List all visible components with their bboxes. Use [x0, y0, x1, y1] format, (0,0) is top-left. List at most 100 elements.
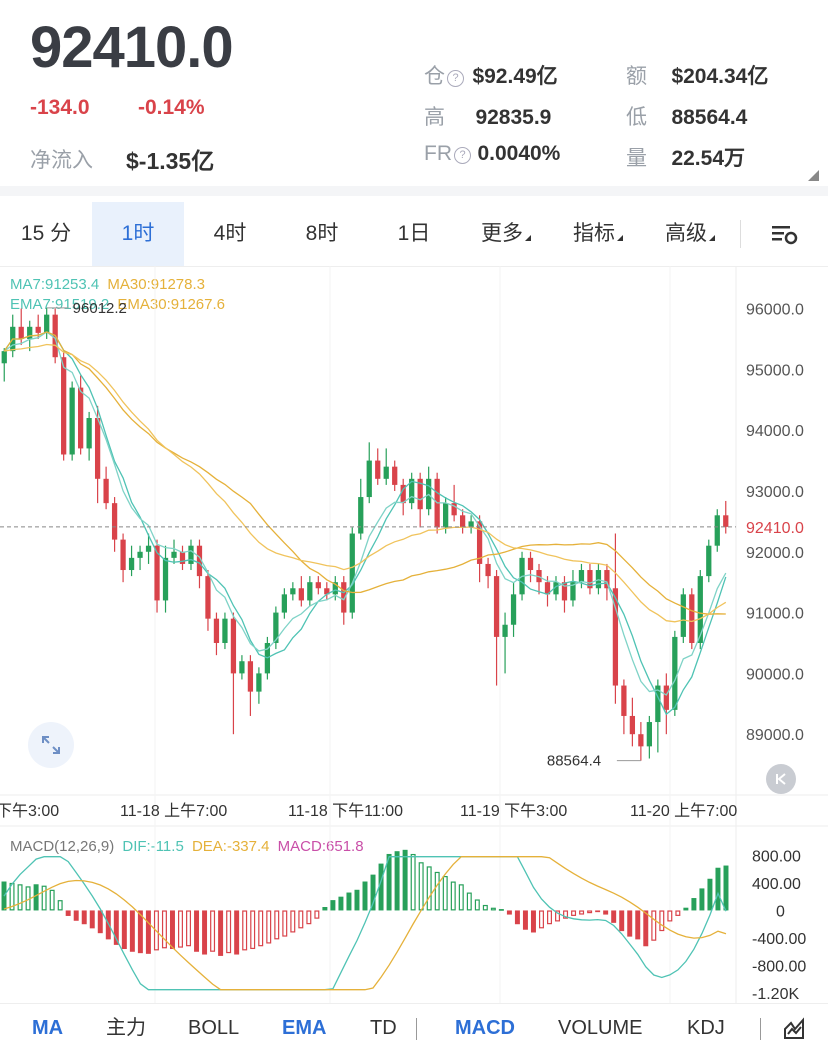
macd-bar	[65, 910, 71, 916]
indicator-td[interactable]: TD	[370, 1017, 397, 1039]
indicator-main-force[interactable]: 主力	[106, 1017, 146, 1039]
ema7-line	[3, 331, 727, 696]
volume-value: 22.54万	[671, 147, 746, 170]
ma7-legend: MA7:91253.4	[10, 276, 100, 293]
macd-bar	[426, 866, 432, 911]
indicator-macd[interactable]: MACD	[455, 1017, 515, 1039]
expand-stats-icon[interactable]	[806, 168, 820, 187]
ma30-line	[3, 331, 726, 615]
time-tick-label: 11-19 下午3:00	[460, 802, 567, 820]
macd-bar	[627, 910, 633, 937]
macd-bar	[129, 910, 135, 952]
indicator-ma[interactable]: MA	[32, 1017, 64, 1039]
open-interest-label: 仓	[424, 65, 445, 88]
macd-bar	[603, 910, 609, 915]
candle-body	[298, 588, 304, 601]
candle-body	[646, 722, 652, 747]
macd-tick-label: -800.00	[752, 959, 806, 976]
candle-body	[544, 582, 551, 595]
candle-body	[392, 466, 398, 485]
macd-bar	[113, 910, 119, 945]
indicator-divider	[416, 1018, 417, 1040]
macd-bar	[458, 884, 464, 911]
macd-bar	[667, 910, 673, 922]
macd-bar	[322, 907, 328, 911]
tab-more[interactable]: 更多	[460, 202, 552, 266]
indicator-boll[interactable]: BOLL	[188, 1017, 240, 1039]
ma30-legend: MA30:91278.3	[107, 276, 205, 293]
candle-body	[553, 582, 559, 595]
candle-body	[689, 594, 695, 643]
macd-bar	[571, 910, 577, 916]
macd-tick-label: 0	[776, 903, 785, 920]
candle-body	[672, 636, 678, 710]
chart-settings-icon[interactable]	[750, 202, 820, 266]
macd-bar	[675, 910, 681, 916]
macd-bar	[97, 910, 103, 934]
macd-bar	[218, 910, 224, 956]
jump-to-latest-icon[interactable]	[766, 764, 796, 794]
candle-body	[587, 570, 593, 589]
macd-bar	[611, 910, 617, 923]
candle-body	[111, 503, 118, 540]
drawing-tool-icon[interactable]	[782, 1004, 806, 1053]
candle-body	[570, 582, 576, 601]
candle-body	[205, 576, 211, 619]
candle-body	[578, 570, 585, 583]
tab-indicators[interactable]: 指标	[552, 202, 644, 266]
macd-bar	[579, 910, 585, 915]
candle-body	[714, 515, 720, 546]
candle-body	[69, 387, 75, 455]
macd-bar	[314, 910, 320, 919]
tab-more-label: 更多	[481, 222, 523, 245]
tab-advanced[interactable]: 高级	[644, 202, 736, 266]
macd-bar	[226, 910, 232, 954]
candle-body	[375, 460, 381, 479]
candle-body	[332, 582, 338, 595]
dif-line	[3, 856, 727, 991]
tab-4h[interactable]: 4时	[213, 222, 247, 245]
indicator-volume[interactable]: VOLUME	[558, 1017, 643, 1039]
candle-body	[451, 503, 457, 516]
fullscreen-icon[interactable]	[28, 722, 74, 768]
macd-bar	[178, 910, 183, 948]
ema7-legend: EMA7:91519.2	[10, 296, 110, 313]
candle-body	[655, 685, 661, 723]
macd-bar	[490, 907, 496, 911]
tab-1h[interactable]: 1时	[92, 202, 184, 266]
macd-bar	[17, 884, 23, 911]
tab-8h[interactable]: 8时	[305, 222, 339, 245]
candlestick-chart[interactable]: 96000.0 95000.0 94000.0 93000.0 92000.0 91000…	[0, 0, 828, 1003]
candle-body	[510, 594, 517, 625]
candle-body	[663, 685, 669, 710]
macd-bar	[466, 892, 472, 911]
macd-bar	[121, 910, 127, 950]
indicator-kdj[interactable]: KDJ	[687, 1017, 725, 1039]
low-value: 88564.4	[671, 106, 748, 129]
candle-body	[400, 484, 406, 504]
macd-bar	[418, 862, 424, 911]
candle-body	[137, 551, 143, 558]
price-tick-label: 91000.0	[746, 606, 804, 623]
net-inflow-label: 净流入	[30, 149, 93, 172]
candle-body	[154, 545, 160, 601]
tab-indicators-label: 指标	[573, 222, 615, 245]
macd-bar	[683, 907, 689, 911]
macd-bar	[538, 910, 544, 929]
indicator-ema[interactable]: EMA	[282, 1017, 327, 1039]
tab-1d[interactable]: 1日	[397, 222, 431, 245]
high-label: 高	[424, 106, 445, 129]
candle-body	[307, 582, 313, 601]
candle-body	[18, 326, 24, 339]
low-price: 低 88564.4	[626, 101, 747, 131]
help-icon[interactable]: ?	[454, 147, 471, 164]
tab-15m[interactable]: 15 分	[20, 222, 72, 245]
candle-body	[349, 533, 355, 613]
candle-body	[239, 661, 245, 674]
candle-body	[366, 460, 372, 498]
macd-bar	[161, 910, 167, 949]
macd-bar	[73, 910, 79, 921]
macd-bar	[169, 910, 175, 950]
candle-body	[171, 551, 177, 558]
help-icon[interactable]: ?	[447, 70, 464, 87]
